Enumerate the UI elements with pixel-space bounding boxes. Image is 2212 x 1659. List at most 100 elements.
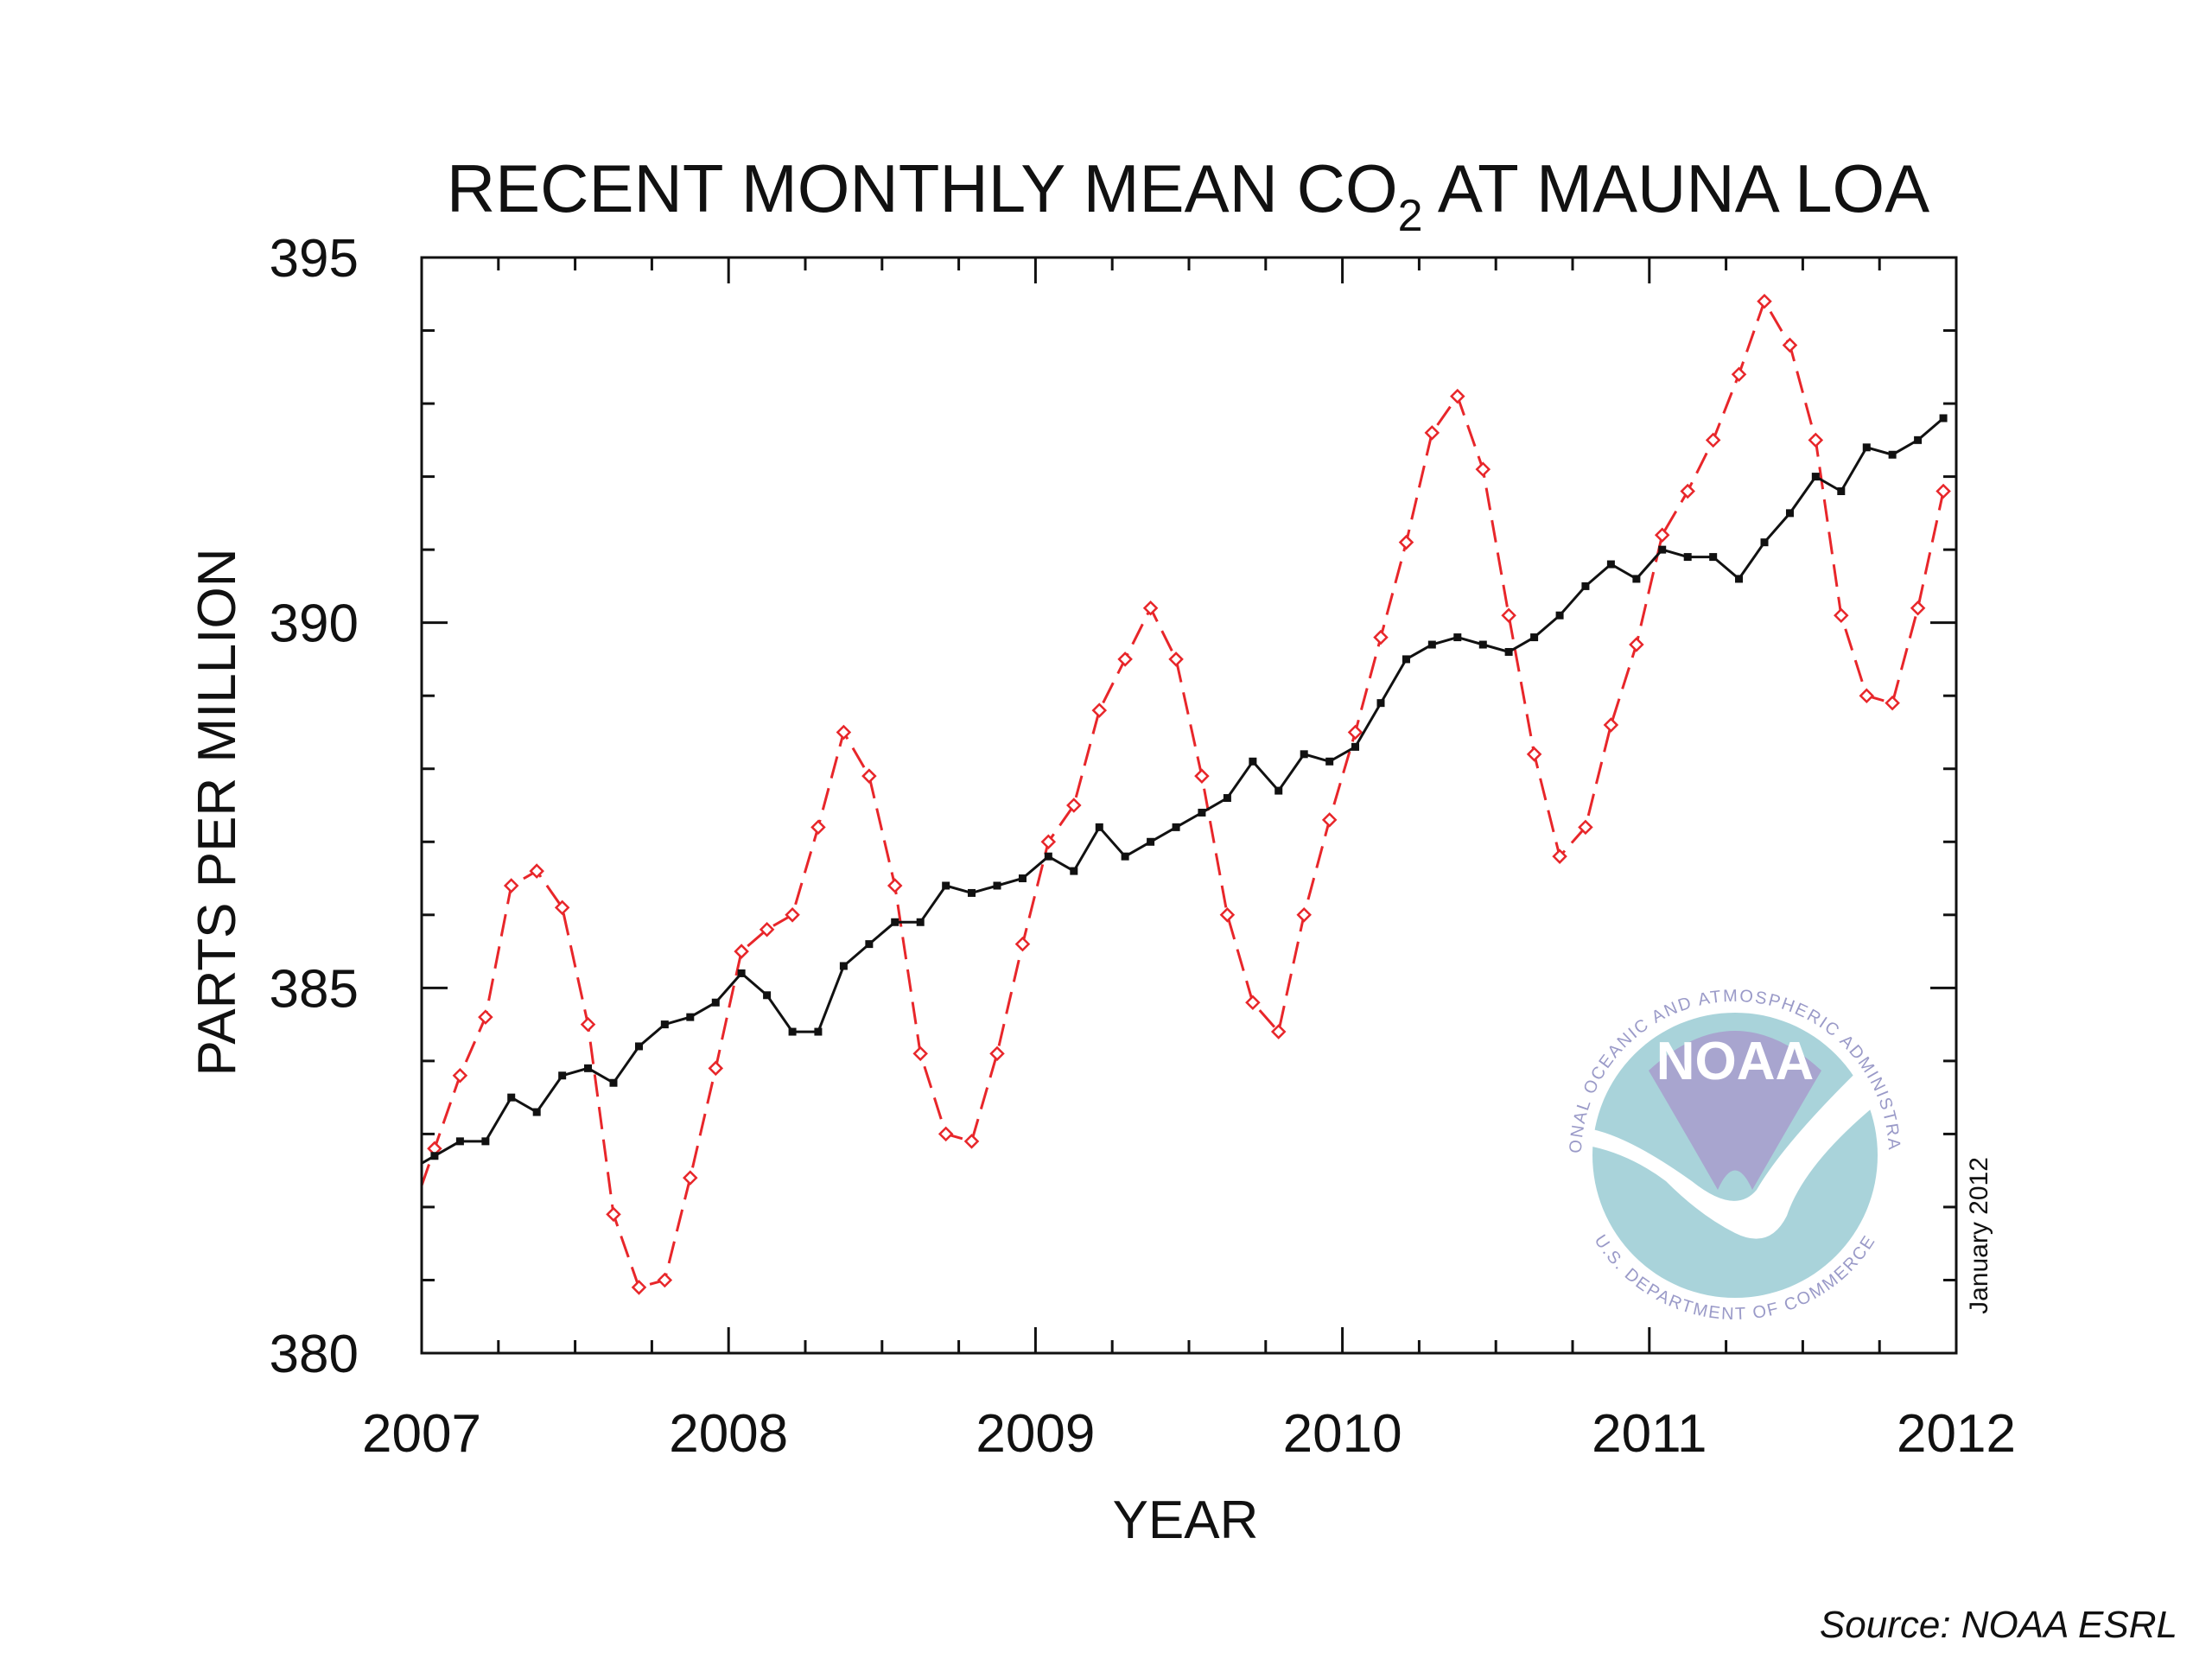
data-point-monthly bbox=[1629, 637, 1644, 652]
data-point-monthly bbox=[1936, 483, 1951, 499]
data-point-corrected bbox=[1581, 582, 1590, 590]
y-tick-label: 380 bbox=[270, 1325, 359, 1384]
data-point-monthly bbox=[1194, 768, 1210, 784]
data-point-corrected bbox=[1837, 487, 1846, 496]
data-point-corrected bbox=[1658, 545, 1667, 554]
chart-title: RECENT MONTHLY MEAN CO2 AT MAUNA LOA bbox=[447, 150, 1929, 241]
data-point-monthly bbox=[631, 1280, 647, 1295]
data-point-monthly bbox=[1501, 607, 1516, 623]
data-point-corrected bbox=[1300, 750, 1308, 759]
data-point-corrected bbox=[481, 1137, 490, 1146]
data-point-corrected bbox=[916, 918, 925, 926]
data-point-corrected bbox=[814, 1027, 823, 1036]
data-point-monthly bbox=[1654, 527, 1670, 543]
date-stamp: January 2012 bbox=[1965, 1157, 1993, 1314]
data-point-corrected bbox=[507, 1093, 516, 1102]
data-point-corrected bbox=[1095, 823, 1103, 831]
data-point-corrected bbox=[558, 1071, 567, 1080]
data-point-corrected bbox=[1249, 757, 1257, 766]
data-point-corrected bbox=[1274, 786, 1283, 795]
data-point-monthly bbox=[759, 921, 775, 938]
data-point-corrected bbox=[1530, 633, 1539, 642]
data-point-corrected bbox=[942, 881, 950, 890]
data-point-monthly bbox=[1321, 812, 1338, 828]
data-point-corrected bbox=[968, 888, 976, 897]
data-point-corrected bbox=[660, 1020, 669, 1029]
data-point-corrected bbox=[609, 1078, 618, 1087]
data-point-corrected bbox=[1760, 538, 1769, 547]
data-point-monthly bbox=[478, 1009, 493, 1025]
data-point-monthly bbox=[606, 1206, 621, 1223]
data-point-monthly bbox=[1757, 293, 1772, 309]
data-point-corrected bbox=[1504, 647, 1513, 656]
data-point-monthly bbox=[1680, 483, 1695, 499]
data-point-monthly bbox=[1168, 652, 1184, 667]
data-point-monthly bbox=[503, 878, 519, 893]
data-point-corrected bbox=[788, 1027, 797, 1036]
x-tick-label: 2012 bbox=[1897, 1404, 2016, 1464]
x-tick-label: 2009 bbox=[976, 1404, 1095, 1464]
chart-title-subscript: 2 bbox=[1398, 191, 1423, 241]
data-point-monthly bbox=[1782, 337, 1798, 353]
data-point-monthly bbox=[580, 1016, 596, 1033]
data-point-monthly bbox=[1475, 461, 1491, 477]
data-point-monthly bbox=[1091, 702, 1108, 718]
data-point-monthly bbox=[861, 768, 877, 784]
data-point-monthly bbox=[683, 1170, 698, 1185]
data-point-corrected bbox=[737, 969, 746, 977]
series-layer bbox=[420, 293, 1951, 1295]
x-tick-label: 2007 bbox=[362, 1404, 481, 1464]
data-point-corrected bbox=[1811, 473, 1820, 481]
data-point-monthly bbox=[912, 1046, 928, 1062]
data-point-corrected bbox=[1376, 699, 1385, 708]
data-point-corrected bbox=[1223, 794, 1231, 803]
data-point-corrected bbox=[1325, 757, 1334, 766]
data-point-monthly bbox=[1834, 607, 1849, 623]
data-point-monthly bbox=[1296, 907, 1312, 923]
data-point-monthly bbox=[734, 944, 749, 959]
data-point-corrected bbox=[1427, 640, 1436, 649]
data-point-corrected bbox=[430, 1152, 439, 1160]
data-point-monthly bbox=[1373, 629, 1389, 645]
data-point-monthly bbox=[989, 1046, 1005, 1062]
data-point-monthly bbox=[1552, 849, 1567, 864]
data-point-monthly bbox=[887, 878, 903, 893]
x-tick-label: 2008 bbox=[669, 1404, 788, 1464]
noaa-logo-text: NOAA bbox=[1656, 1032, 1815, 1091]
data-point-corrected bbox=[1862, 443, 1871, 452]
data-point-corrected bbox=[1478, 640, 1487, 649]
data-point-corrected bbox=[686, 1013, 695, 1021]
data-point-corrected bbox=[1632, 575, 1641, 583]
data-point-monthly bbox=[1040, 834, 1057, 850]
source-note: Source: NOAA ESRL bbox=[1819, 1604, 2177, 1646]
data-point-monthly bbox=[810, 819, 826, 836]
data-point-monthly bbox=[1578, 819, 1593, 836]
data-point-corrected bbox=[1121, 852, 1129, 861]
data-point-monthly bbox=[938, 1126, 954, 1142]
data-point-corrected bbox=[865, 940, 874, 949]
data-point-monthly bbox=[1245, 995, 1261, 1011]
data-point-monthly bbox=[1450, 388, 1465, 404]
data-point-monthly bbox=[1705, 432, 1721, 448]
axis-ticks bbox=[420, 256, 1958, 1355]
data-point-monthly bbox=[1347, 724, 1363, 741]
y-axis-title: PARTS PER MILLION bbox=[188, 549, 247, 1077]
data-point-monthly bbox=[708, 1060, 724, 1077]
chart-title-main: RECENT MONTHLY MEAN CO bbox=[447, 150, 1398, 226]
data-point-corrected bbox=[891, 918, 899, 926]
data-point-corrected bbox=[839, 962, 848, 970]
data-point-monthly bbox=[1885, 695, 1900, 711]
data-point-corrected bbox=[1044, 852, 1052, 861]
data-point-monthly bbox=[963, 1134, 980, 1149]
data-point-monthly bbox=[1142, 600, 1159, 616]
data-point-corrected bbox=[1888, 450, 1897, 459]
data-point-corrected bbox=[1172, 823, 1180, 831]
tick-labels: 2007 2008 2009 2010 2011 2012 380 385 390 395 bbox=[270, 229, 2016, 1464]
data-point-corrected bbox=[1606, 560, 1615, 569]
data-point-corrected bbox=[1735, 575, 1744, 583]
data-point-corrected bbox=[1070, 867, 1078, 875]
data-point-corrected bbox=[1198, 808, 1206, 817]
y-tick-label: 385 bbox=[270, 959, 359, 1019]
data-point-corrected bbox=[1453, 633, 1462, 642]
